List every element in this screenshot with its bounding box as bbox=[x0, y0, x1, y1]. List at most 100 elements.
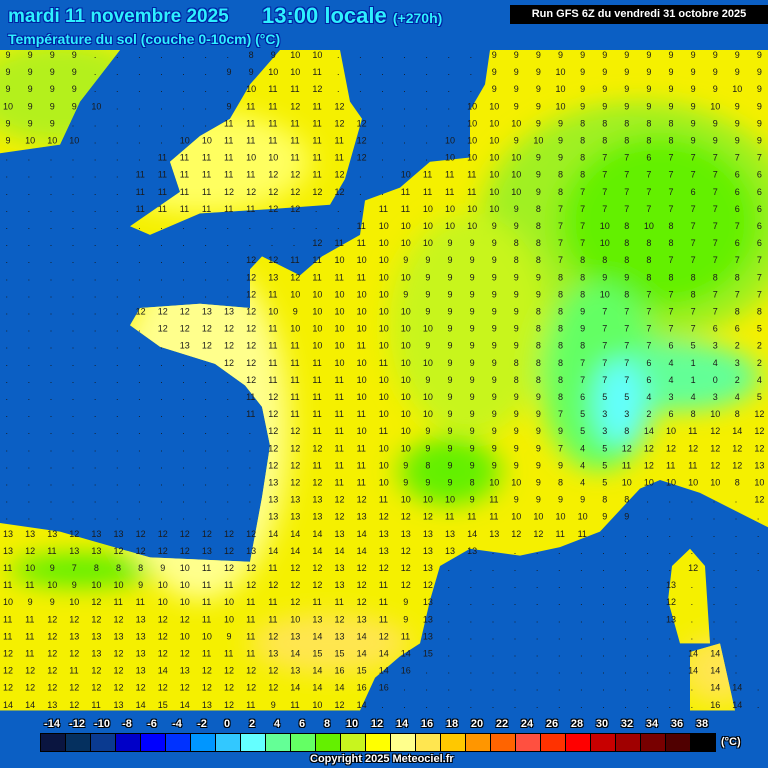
grid-value: 10 bbox=[401, 443, 411, 453]
grid-value: 6 bbox=[735, 170, 740, 180]
grid-value: 14 bbox=[688, 666, 698, 676]
sea-cell-marker: . bbox=[403, 118, 406, 128]
grid-value: 12 bbox=[357, 153, 367, 163]
grid-value: 7 bbox=[669, 153, 674, 163]
sea-cell-marker: . bbox=[669, 529, 672, 539]
grid-value: 12 bbox=[246, 666, 256, 676]
sea-cell-marker: . bbox=[470, 631, 473, 641]
grid-value: 7 bbox=[713, 153, 718, 163]
grid-value: 11 bbox=[445, 170, 454, 180]
grid-value: 11 bbox=[268, 597, 277, 607]
grid-row: 12 12 12 11 12 12 13 14 13 12 12 12 12 1… bbox=[3, 666, 737, 676]
grid-value: 9 bbox=[425, 426, 430, 436]
grid-value: 10 bbox=[357, 324, 367, 334]
sea-cell-marker: . bbox=[624, 700, 627, 710]
grid-value: 10 bbox=[467, 221, 477, 231]
sea-cell-marker: . bbox=[713, 614, 716, 624]
grid-value: 11 bbox=[357, 478, 366, 488]
sea-cell-marker: . bbox=[227, 478, 230, 488]
sea-cell-marker: . bbox=[94, 409, 97, 419]
grid-value: 9 bbox=[492, 375, 497, 385]
grid-value: 10 bbox=[710, 409, 720, 419]
legend-swatch bbox=[291, 734, 316, 751]
sea-cell-marker: . bbox=[116, 358, 119, 368]
grid-value: 11 bbox=[312, 153, 321, 163]
grid-value: 9 bbox=[514, 289, 519, 299]
grid-value: 6 bbox=[735, 324, 740, 334]
sea-cell-marker: . bbox=[116, 460, 119, 470]
grid-value: 6 bbox=[713, 324, 718, 334]
grid-value: 10 bbox=[158, 597, 168, 607]
sea-cell-marker: . bbox=[6, 409, 9, 419]
grid-value: 9 bbox=[470, 272, 475, 282]
grid-value: 13 bbox=[91, 546, 101, 556]
sea-cell-marker: . bbox=[536, 631, 539, 641]
sea-cell-marker: . bbox=[182, 289, 185, 299]
sea-cell-marker: . bbox=[580, 649, 583, 659]
grid-value: 8 bbox=[94, 563, 99, 573]
grid-value: 12 bbox=[136, 529, 146, 539]
sea-cell-marker: . bbox=[757, 700, 760, 710]
sea-cell-marker: . bbox=[359, 67, 362, 77]
grid-value: 13 bbox=[91, 631, 101, 641]
grid-value: 11 bbox=[268, 358, 277, 368]
grid-value: 14 bbox=[290, 683, 300, 693]
sea-cell-marker: . bbox=[315, 204, 318, 214]
grid-value: 13 bbox=[180, 341, 190, 351]
grid-value: 8 bbox=[536, 341, 541, 351]
legend-labels: -14 -12 -10 -8 -6 -4 -2 0 2 4 6 8 10 12 14 16 18 20 22 24 26… bbox=[40, 718, 740, 732]
sea-cell-marker: . bbox=[6, 289, 9, 299]
grid-value: 9 bbox=[28, 84, 33, 94]
sea-cell-marker: . bbox=[271, 238, 274, 248]
grid-value: 12 bbox=[224, 529, 234, 539]
grid-value: 9 bbox=[646, 84, 651, 94]
grid-value: 14 bbox=[732, 700, 742, 710]
legend-label: 26 bbox=[545, 718, 559, 730]
grid-value: 11 bbox=[246, 614, 255, 624]
sea-cell-marker: . bbox=[138, 324, 141, 334]
grid-value: 9 bbox=[492, 255, 497, 265]
grid-value: 12 bbox=[180, 683, 190, 693]
grid-value: 9 bbox=[448, 478, 453, 488]
grid-value: 9 bbox=[50, 563, 55, 573]
grid-value: 11 bbox=[357, 409, 366, 419]
grid-value: 9 bbox=[514, 460, 519, 470]
sea-cell-marker: . bbox=[204, 375, 207, 385]
sea-cell-marker: . bbox=[94, 50, 97, 60]
grid-value: 10 bbox=[180, 563, 190, 573]
grid-value: 8 bbox=[646, 136, 651, 146]
grid-value: 11 bbox=[180, 170, 189, 180]
grid-value: 12 bbox=[290, 101, 300, 111]
grid-value: 12 bbox=[401, 580, 411, 590]
sea-cell-marker: . bbox=[116, 255, 119, 265]
grid-value: 6 bbox=[691, 187, 696, 197]
grid-value: 7 bbox=[624, 170, 629, 180]
sea-cell-marker: . bbox=[182, 375, 185, 385]
sea-cell-marker: . bbox=[359, 84, 362, 94]
grid-value: 9 bbox=[735, 101, 740, 111]
grid-value: 5 bbox=[580, 426, 585, 436]
grid-value: 10 bbox=[489, 136, 499, 146]
grid-value: 12 bbox=[688, 443, 698, 453]
grid-value: 12 bbox=[312, 443, 322, 453]
sea-cell-marker: . bbox=[50, 255, 53, 265]
sea-cell-marker: . bbox=[425, 84, 428, 94]
grid-value: 10 bbox=[357, 255, 367, 265]
sea-cell-marker: . bbox=[646, 563, 649, 573]
sea-cell-marker: . bbox=[735, 495, 738, 505]
grid-value: 13 bbox=[268, 272, 278, 282]
grid-value: 9 bbox=[403, 597, 408, 607]
sea-cell-marker: . bbox=[558, 683, 561, 693]
sea-cell-marker: . bbox=[249, 221, 252, 231]
sea-cell-marker: . bbox=[182, 238, 185, 248]
grid-value: 16 bbox=[379, 683, 389, 693]
grid-value: 9 bbox=[580, 84, 585, 94]
grid-value: 11 bbox=[202, 204, 211, 214]
sea-cell-marker: . bbox=[50, 204, 53, 214]
sea-cell-marker: . bbox=[138, 375, 141, 385]
grid-value: 12 bbox=[246, 683, 256, 693]
grid-value: 13 bbox=[379, 529, 389, 539]
grid-value: 11 bbox=[290, 136, 299, 146]
sea-cell-marker: . bbox=[72, 324, 75, 334]
